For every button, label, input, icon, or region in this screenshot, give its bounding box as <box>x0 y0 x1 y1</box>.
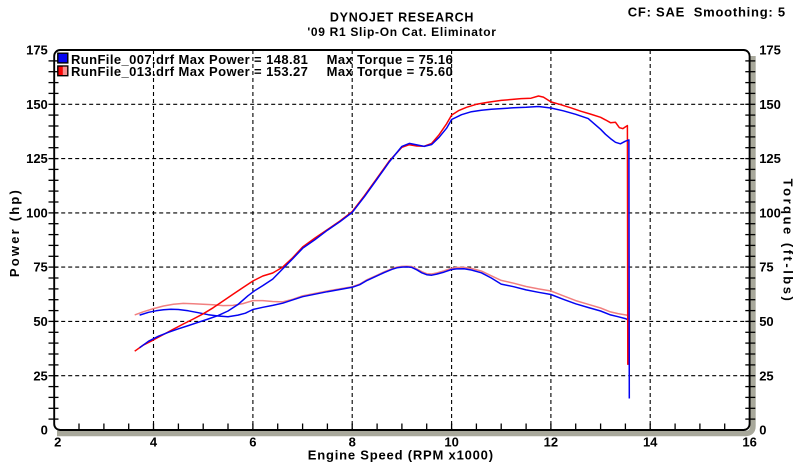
svg-text:25: 25 <box>759 368 773 383</box>
svg-text:25: 25 <box>33 368 47 383</box>
svg-text:8: 8 <box>349 435 356 450</box>
svg-text:75: 75 <box>33 260 47 275</box>
svg-text:0: 0 <box>759 423 766 438</box>
svg-text:Engine Speed (RPM x1000): Engine Speed (RPM x1000) <box>308 447 494 462</box>
svg-text:6: 6 <box>249 435 256 450</box>
svg-text:125: 125 <box>759 151 781 166</box>
svg-text:'09 R1 Slip-On Cat. Eliminator: '09 R1 Slip-On Cat. Eliminator <box>307 25 496 39</box>
svg-text:CF: SAE Smoothing: 5: CF: SAE Smoothing: 5 <box>628 4 786 19</box>
svg-text:2: 2 <box>54 435 61 450</box>
svg-text:DYNOJET RESEARCH: DYNOJET RESEARCH <box>330 11 474 25</box>
svg-text:50: 50 <box>759 314 773 329</box>
svg-text:4: 4 <box>150 435 158 450</box>
svg-text:RunFile_007.drf Max Power = 14: RunFile_007.drf Max Power = 148.81 <box>71 52 308 67</box>
svg-text:50: 50 <box>33 314 47 329</box>
svg-text:175: 175 <box>26 43 48 58</box>
svg-text:Max Torque = 75.60: Max Torque = 75.60 <box>327 64 454 79</box>
svg-text:RunFile_013.drf Max Power = 15: RunFile_013.drf Max Power = 153.27 <box>71 64 308 79</box>
svg-text:Torque (ft-lbs): Torque (ft-lbs) <box>781 179 796 304</box>
svg-text:175: 175 <box>759 43 781 58</box>
svg-text:10: 10 <box>444 435 458 450</box>
svg-text:16: 16 <box>742 435 756 450</box>
svg-text:12: 12 <box>544 435 558 450</box>
svg-text:14: 14 <box>643 435 658 450</box>
svg-text:0: 0 <box>41 423 48 438</box>
svg-text:Power (hp): Power (hp) <box>7 188 22 277</box>
svg-text:100: 100 <box>26 206 48 221</box>
svg-text:125: 125 <box>26 151 48 166</box>
svg-text:Max Torque = 75.16: Max Torque = 75.16 <box>327 52 454 67</box>
svg-text:150: 150 <box>26 97 48 112</box>
svg-text:150: 150 <box>759 97 781 112</box>
svg-text:100: 100 <box>759 206 781 221</box>
svg-text:75: 75 <box>759 260 773 275</box>
